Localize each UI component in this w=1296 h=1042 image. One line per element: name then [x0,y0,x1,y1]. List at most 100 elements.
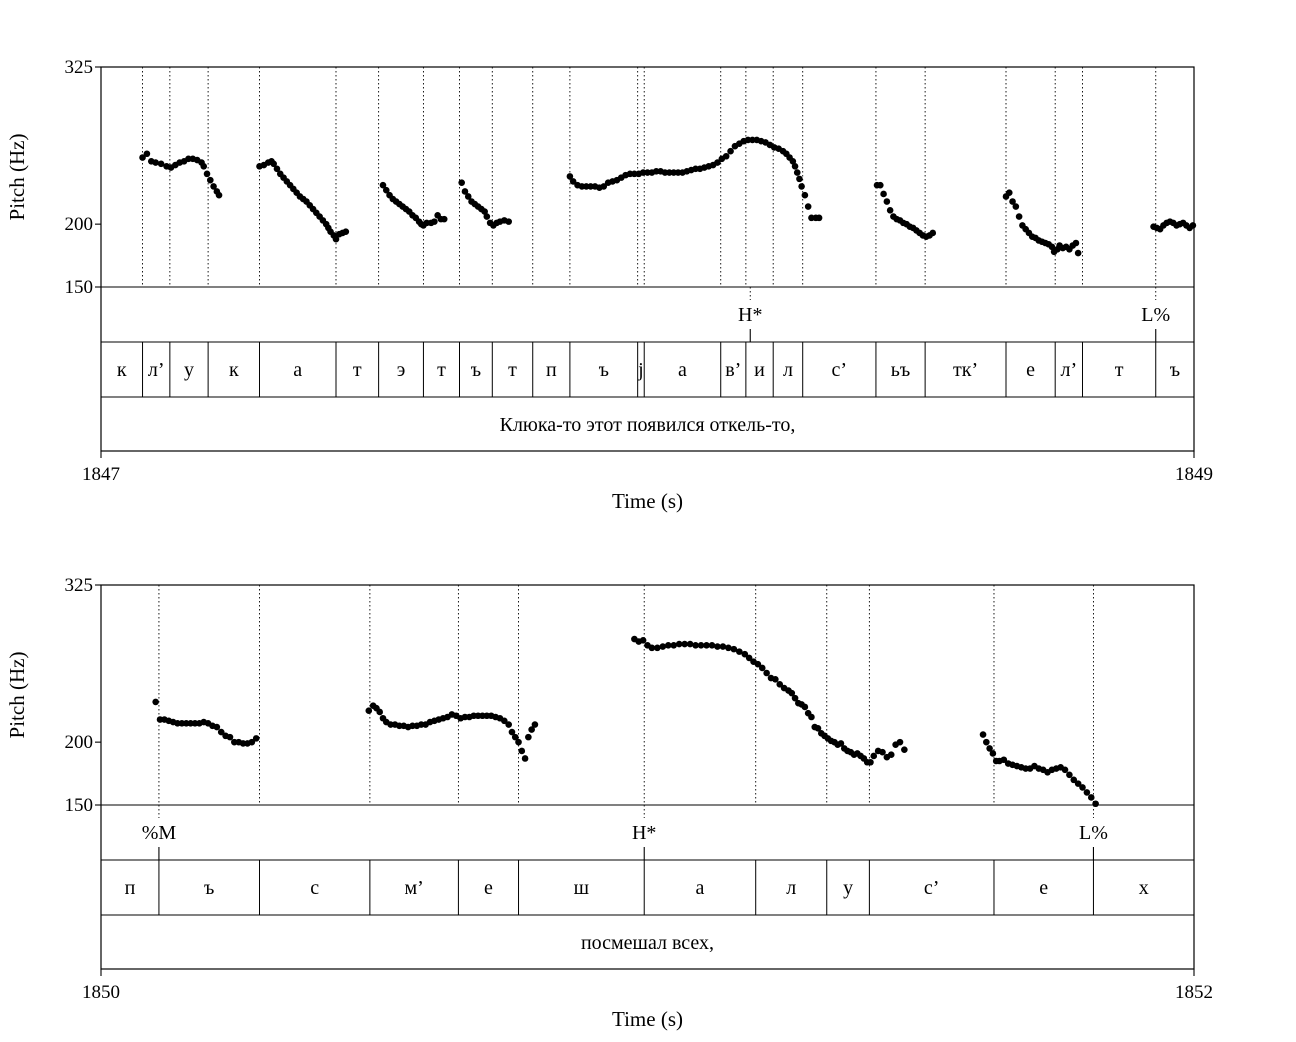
pitch-point [365,707,373,715]
segment-label: а [696,877,705,899]
tone-label: H* [632,822,656,844]
pitch-point [1066,771,1073,779]
pitch-point [217,728,225,736]
y-tick-label: 325 [65,575,94,596]
pitch-point [708,642,716,649]
pitch-point [697,642,705,649]
pitch-point [481,208,488,215]
pitch-point [664,642,672,649]
pitch-point [901,746,908,753]
segment-label: е [1026,359,1035,381]
pitch-point [986,745,993,752]
pitch-point [332,235,340,243]
pitch-point [725,644,732,652]
pitch-point [763,669,770,677]
pitch-point [692,642,699,649]
pitch-point [793,169,801,176]
x-tick-label: 1849 [1175,464,1213,485]
pitch-point [248,738,256,746]
pitch-point [1012,203,1020,210]
pitch-point [814,725,822,732]
segment-label: т [437,359,446,381]
pitch-point [440,215,448,223]
pitch-point [686,640,694,648]
pitch-point [1009,198,1016,205]
segment-label: л [786,877,796,899]
segment-label: с’ [924,877,940,899]
segment-label: т [1115,359,1124,381]
x-tick-label: 1850 [82,982,120,1003]
pitch-point [730,645,738,653]
pitch-point [867,758,874,766]
pitch-point [870,752,878,760]
x-axis-title: Time (s) [612,489,683,513]
pitch-point [883,198,891,205]
pitch-point [1005,189,1013,197]
pitch-point [1092,800,1099,808]
pitch-point [210,183,217,190]
pitch-point [722,152,730,160]
pitch-point [203,170,211,178]
pitch-point [518,747,526,755]
pitch-point [139,154,146,161]
segment-label: т [353,359,362,381]
segment-label: ъ [599,359,609,381]
pitch-point [654,644,661,652]
segment-label: к [229,359,239,381]
segment-label: ъ [471,359,481,381]
pitch-point [754,660,762,668]
pitch-point [1015,213,1023,220]
x-tick-label: 1852 [1175,982,1213,1003]
segment-label: м’ [404,877,423,899]
pitch-point [569,178,577,185]
y-tick-label: 150 [65,277,94,298]
pitch-point [1061,766,1069,774]
segment-label: а [678,359,687,381]
segment-label: в’ [725,359,741,381]
pitch-point [505,218,512,225]
pitch-point [508,728,516,736]
pitch-point [789,157,797,165]
segment-label: у [843,877,853,899]
pitch-point [727,147,734,155]
tone-label: H* [738,304,762,326]
pitch-panel-2: 325 200 150 Pitch (Hz) %M H* L% п ъ с м’ е ш а л у с’ е х п… [5,575,1213,1031]
pitch-point [877,181,884,189]
pitch-point [1072,239,1080,247]
pitch-point [983,738,990,746]
pitch-point [342,228,350,235]
segment-label: у [184,359,194,381]
pitch-point [1074,780,1082,787]
pitch-point [1074,249,1082,257]
pitch-point [531,721,539,728]
pitch-point [207,176,214,184]
segment-label: п [125,877,136,899]
segment-label: л’ [1061,359,1078,381]
pitch-point [979,731,987,738]
pitch-point [458,179,465,186]
y-axis-title: Pitch (Hz) [5,652,29,739]
pitch-point [273,165,281,173]
pitch-point [431,218,438,225]
pitch-point [675,640,683,648]
pitch-point [879,748,886,756]
segment-label: а [293,359,302,381]
segment-label: т [508,359,517,381]
pitch-point [837,740,845,747]
segment-label: л [783,359,793,381]
pitch-point [215,191,223,199]
pitch-point [270,160,277,168]
segment-label: ъ [204,877,214,899]
segment-label: к [117,359,127,381]
x-tick-label: 1847 [82,464,120,485]
pitch-point [525,733,532,741]
pitch-point [1048,243,1056,251]
pitch-point [929,229,937,237]
segment-label: е [1039,877,1048,899]
pitch-point [791,694,799,702]
pitch-point [719,643,727,650]
segment-label: с [310,877,319,899]
pitch-point [714,643,721,650]
pitch-point [1000,756,1008,764]
segment-label: тк’ [953,359,978,381]
